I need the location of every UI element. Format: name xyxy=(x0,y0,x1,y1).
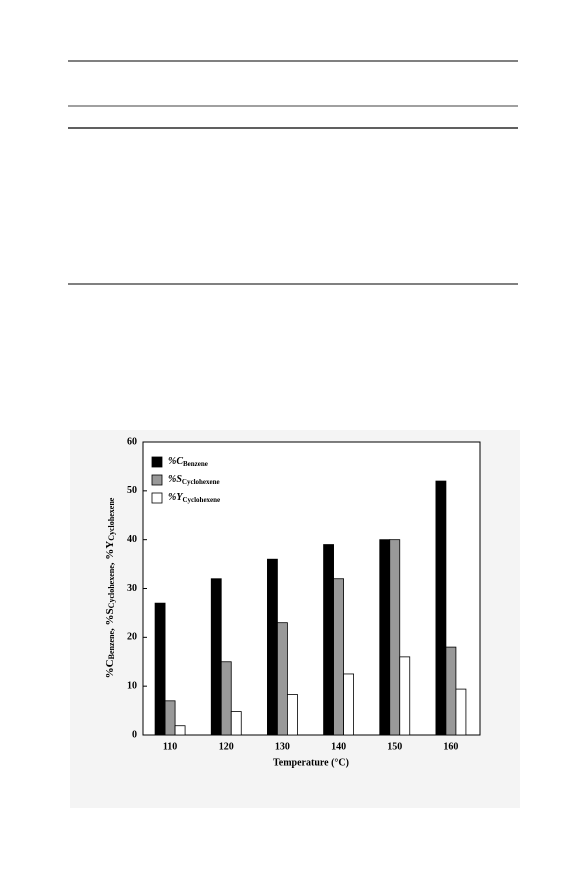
legend-subscript: Benzene xyxy=(183,460,208,468)
y-tick-label: 60 xyxy=(127,436,137,447)
x-tick-label: 140 xyxy=(331,741,346,752)
y-tick-label: 50 xyxy=(127,485,137,496)
bar xyxy=(154,602,166,736)
y-tick-label: 0 xyxy=(132,729,137,740)
legend-label: %CBenzene xyxy=(168,456,208,467)
bar xyxy=(333,578,344,736)
legend-swatch xyxy=(151,474,163,486)
x-tick-label: 160 xyxy=(443,741,458,752)
bar xyxy=(220,661,232,736)
y-label-subscript: Cyclohexene xyxy=(107,565,116,609)
bar xyxy=(435,480,447,736)
legend-swatch xyxy=(151,456,163,468)
bar xyxy=(455,688,467,736)
y-axis-label: %CBenzene, %SCyclohexene, %YCyclohexene xyxy=(104,497,116,678)
bar xyxy=(389,539,401,736)
y-tick-label: 20 xyxy=(127,632,137,643)
x-tick-label: 130 xyxy=(275,741,290,752)
bar xyxy=(267,558,278,736)
legend-label: %SCyclohexene xyxy=(168,474,220,485)
y-label-subscript: Benzene xyxy=(107,631,116,660)
legend-label: %YCyclohexene xyxy=(168,492,220,503)
x-tick-label: 110 xyxy=(163,741,177,752)
plot-area xyxy=(142,441,481,736)
bar xyxy=(164,700,176,736)
y-label-symbol: , %S xyxy=(104,608,116,631)
bar xyxy=(230,711,242,736)
bar xyxy=(343,673,354,736)
y-label-symbol: , %Y xyxy=(104,541,116,566)
legend-swatch xyxy=(151,492,163,504)
bar xyxy=(210,578,222,736)
x-tick-label: 150 xyxy=(387,741,402,752)
y-tick-label: 30 xyxy=(127,583,137,594)
bar xyxy=(287,694,298,736)
bar xyxy=(379,539,391,736)
y-label-subscript: Cyclohexene xyxy=(107,497,116,541)
legend-subscript: Cyclohexene xyxy=(182,478,220,486)
legend-name: %Y xyxy=(168,492,183,503)
x-axis-label: Temperature (°C) xyxy=(273,757,349,768)
bar xyxy=(277,622,288,736)
legend-subscript: Cyclohexene xyxy=(182,496,220,504)
bar xyxy=(445,646,457,736)
bar xyxy=(323,544,334,736)
legend-name: %C xyxy=(168,456,183,467)
y-label-symbol: %C xyxy=(104,659,116,678)
bar xyxy=(399,656,411,736)
bar xyxy=(174,725,186,736)
x-tick-label: 120 xyxy=(219,741,234,752)
y-tick-label: 40 xyxy=(127,534,137,545)
legend-name: %S xyxy=(168,474,182,485)
y-tick-label: 10 xyxy=(127,680,137,691)
